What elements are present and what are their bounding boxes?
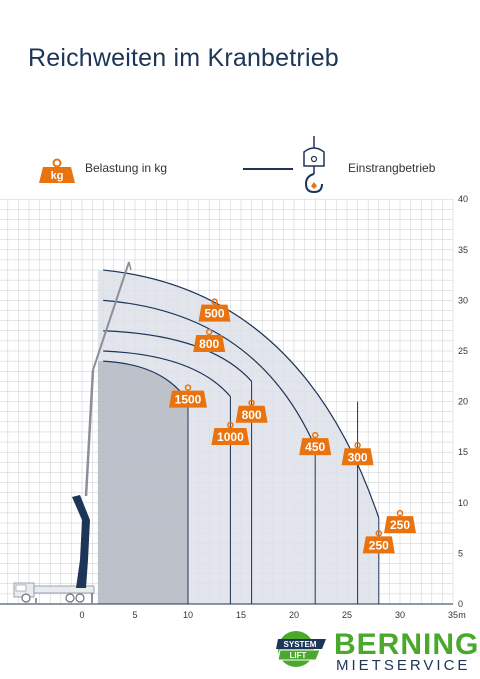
logo-lift-text: LIFT [290, 651, 307, 660]
load-badge: 1000 [211, 421, 250, 446]
load-badge-ring [227, 421, 234, 429]
load-badge-ring [311, 431, 319, 439]
x-tick-label: 15 [236, 610, 246, 620]
reach-curve-2 [103, 330, 253, 382]
reach-area-4 [97, 361, 188, 604]
load-value: 250 [369, 538, 389, 552]
truck-crane-illustration [13, 261, 132, 603]
load-badge-ring [396, 509, 404, 517]
y-tick-label: 25 [458, 346, 468, 356]
load-badge-ring [184, 384, 192, 391]
legend-load-label: Belastung in kg [85, 161, 168, 175]
load-badge-ring [248, 399, 255, 407]
load-badge-weight [235, 405, 268, 423]
load-badge-weight [198, 304, 231, 322]
legend-single-line [243, 168, 293, 170]
x-tick-label: 30 [395, 610, 405, 620]
y-tick-label: 10 [458, 498, 468, 508]
load-badge-weight [169, 390, 207, 408]
load-badge-ring [211, 298, 218, 305]
weight-icon [39, 158, 75, 183]
load-value: 250 [390, 518, 410, 532]
load-badge: 800 [193, 328, 226, 352]
y-tick-label: 0 [458, 599, 463, 609]
y-tick-label: 30 [458, 295, 468, 305]
load-badge: 250 [362, 530, 395, 554]
load-badge-ring [375, 530, 383, 537]
y-tick-label: 5 [458, 548, 463, 558]
crane-hook-icon [303, 136, 325, 194]
load-badge-ring [354, 442, 361, 449]
legend-line-label: Einstrangbetrieb [348, 161, 436, 175]
load-badge: 450 [299, 431, 332, 456]
system-lift-logo: SYSTEM LIFT [276, 631, 326, 667]
x-axis-label: m [458, 610, 466, 620]
load-badge-weight [299, 438, 332, 456]
load-value: 800 [242, 408, 262, 422]
chart-title: Reichweiten im Kranbetrieb [28, 44, 339, 72]
load-badge-weight [384, 516, 416, 534]
reach-curve-3 [103, 350, 231, 397]
y-tick-label: 40 [458, 194, 468, 204]
load-badge-weight [211, 428, 250, 446]
x-tick-label: 25 [342, 610, 352, 620]
x-tick-label: 5 [132, 610, 137, 620]
load-badge: 250 [384, 509, 416, 534]
load-badge: 500 [198, 298, 231, 322]
load-badge: 1500 [169, 384, 207, 408]
load-badge-ring [205, 328, 213, 336]
load-badge-weight [341, 448, 374, 466]
load-value: 300 [348, 450, 368, 464]
load-value: 500 [204, 307, 224, 321]
x-tick-label: 35 [448, 610, 458, 620]
y-tick-label: 20 [458, 397, 468, 407]
y-tick-label: 15 [458, 447, 468, 457]
reach-curve-1 [103, 299, 316, 448]
logo-system-text: SYSTEM [284, 640, 317, 649]
load-badge-weight [362, 536, 395, 554]
x-tick-label: 10 [183, 610, 193, 620]
brand-subtitle: MIETSERVICE [336, 657, 471, 674]
load-badge: 800 [235, 399, 268, 423]
x-tick-label: 20 [289, 610, 299, 620]
brand-name: BERNING [334, 628, 480, 661]
load-badge-weight [193, 334, 226, 352]
y-tick-label: 35 [458, 245, 468, 255]
load-value: 1500 [175, 393, 202, 407]
load-value: 1000 [217, 430, 244, 444]
load-badge: 300 [341, 442, 374, 466]
x-tick-label: 0 [79, 610, 84, 620]
load-value: 800 [199, 337, 219, 351]
load-value: 450 [305, 440, 325, 454]
